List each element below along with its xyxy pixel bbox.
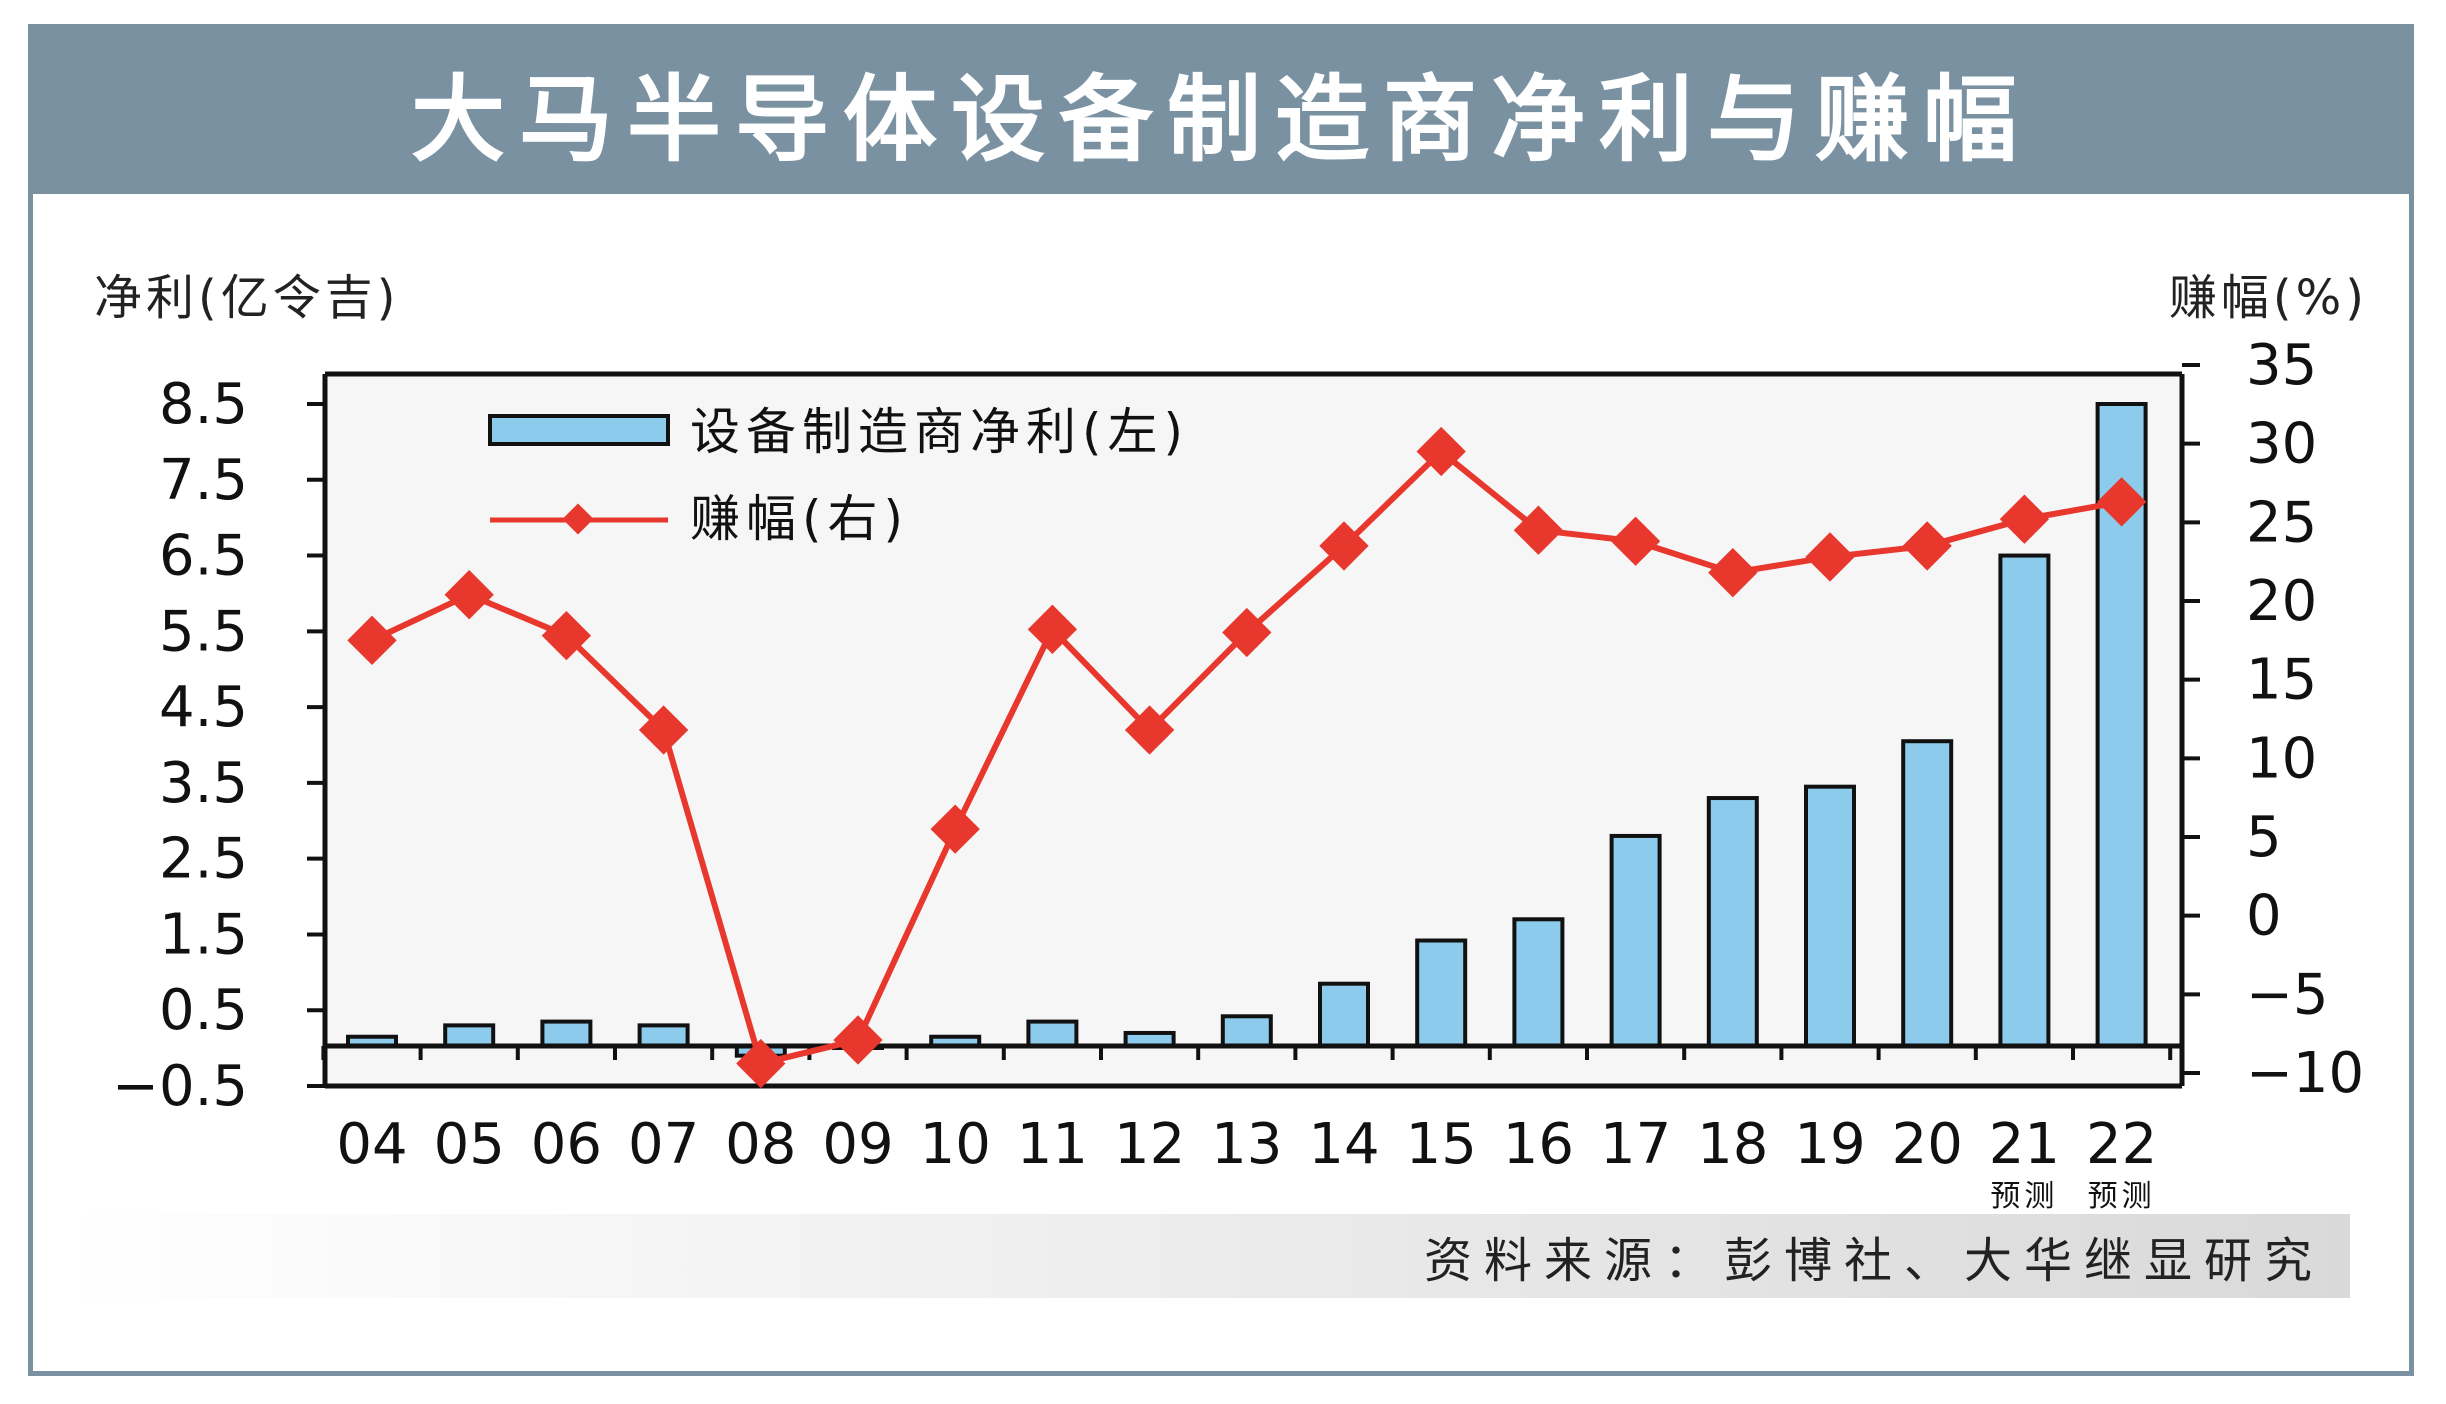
x-label-20: 20 [1892, 1112, 1963, 1177]
forecast-label-22: 预测 [2088, 1179, 2156, 1214]
margin-point-08 [736, 1038, 786, 1089]
margin-point-04 [347, 615, 397, 665]
bar-06 [540, 1019, 593, 1048]
margin-point-15 [1416, 426, 1466, 477]
forecast-label-21: 预测 [1990, 1179, 2058, 1214]
x-label-09: 09 [822, 1112, 893, 1177]
margin-point-13 [1222, 607, 1272, 658]
right-tick-label: 20 [2246, 569, 2317, 634]
x-label-10: 10 [920, 1112, 991, 1177]
left-tick-label: 4.5 [159, 675, 248, 740]
chart-title: 大马半导体设备制造商净利与赚幅 [410, 65, 2031, 175]
bar-20 [1901, 739, 1954, 1048]
x-label-17: 17 [1600, 1112, 1671, 1177]
margin-point-18 [1708, 548, 1758, 598]
margin-point-11 [1027, 604, 1078, 654]
margin-point-21 [1999, 494, 2050, 544]
margin-point-16 [1513, 505, 1564, 555]
x-label-21: 21 [1989, 1112, 2060, 1177]
x-label-16: 16 [1503, 1112, 1574, 1177]
margin-point-14 [1319, 521, 1369, 571]
right-tick-label: 10 [2246, 726, 2317, 791]
left-tick-label: 8.5 [159, 372, 248, 437]
margin-point-10 [930, 804, 980, 854]
bar-17 [1609, 833, 1662, 1049]
right-tick-label: 5 [2246, 805, 2282, 870]
right-tick-label: 0 [2246, 884, 2282, 949]
left-tick-label: 0.5 [159, 978, 248, 1043]
x-label-22: 22 [2086, 1112, 2157, 1177]
x-label-19: 19 [1794, 1112, 1865, 1177]
right-tick-label: 25 [2246, 490, 2317, 555]
legend-label-net-profit: 设备制造商净利(左) [690, 403, 1189, 461]
bar-07 [637, 1023, 690, 1049]
margin-point-09 [833, 1015, 883, 1065]
margin-point-06 [541, 610, 592, 661]
right-tick-label: −5 [2246, 962, 2329, 1027]
right-tick-label: 35 [2246, 333, 2317, 398]
left-tick-label: −0.5 [112, 1054, 248, 1119]
x-label-08: 08 [725, 1112, 796, 1177]
bar-18 [1706, 796, 1759, 1048]
x-label-15: 15 [1406, 1112, 1477, 1177]
legend-bar-swatch [488, 414, 670, 446]
bar-14 [1318, 981, 1370, 1049]
bar-21 [1998, 553, 2051, 1048]
bar-05 [443, 1023, 496, 1049]
plot-background [325, 374, 2182, 1086]
left-tick-label: 5.5 [159, 599, 248, 664]
legend-label-margin: 赚幅(右) [690, 490, 909, 548]
x-label-05: 05 [434, 1112, 505, 1177]
margin-point-05 [444, 570, 494, 620]
bar-13 [1220, 1014, 1273, 1048]
margin-point-22 [2096, 477, 2147, 527]
bar-11 [1026, 1019, 1079, 1048]
source-text: 资料来源：彭博社、大华继显研究 [1423, 1233, 2324, 1289]
x-label-04: 04 [336, 1112, 407, 1177]
x-label-13: 13 [1211, 1112, 1282, 1177]
bar-15 [1415, 938, 1468, 1048]
x-label-11: 11 [1017, 1112, 1088, 1177]
margin-point-19 [1805, 532, 1855, 582]
margin-point-12 [1124, 705, 1175, 755]
x-label-18: 18 [1697, 1112, 1768, 1177]
left-tick-label: 1.5 [159, 902, 248, 967]
x-label-07: 07 [628, 1112, 699, 1177]
x-label-06: 06 [531, 1112, 602, 1177]
bar-19 [1804, 784, 1856, 1049]
left-tick-label: 3.5 [159, 751, 248, 816]
title-bar: 大马半导体设备制造商净利与赚幅 [33, 29, 2409, 194]
x-label-14: 14 [1308, 1112, 1379, 1177]
right-tick-label: 15 [2246, 648, 2317, 713]
left-axis-title: 净利(亿令吉) [94, 270, 400, 326]
x-label-12: 12 [1114, 1112, 1185, 1177]
right-tick-label: −10 [2246, 1041, 2364, 1106]
bar-16 [1512, 917, 1565, 1048]
left-tick-label: 2.5 [159, 827, 248, 892]
margin-point-20 [1902, 521, 1952, 571]
left-tick-label: 7.5 [159, 448, 248, 513]
margin-point-17 [1610, 516, 1661, 566]
right-axis-title: 赚幅(%) [2168, 270, 2368, 326]
margin-point-07 [638, 705, 689, 755]
left-tick-label: 6.5 [159, 524, 248, 589]
source-bar: 资料来源：彭博社、大华继显研究 [60, 1214, 2350, 1298]
right-tick-label: 30 [2246, 412, 2317, 477]
